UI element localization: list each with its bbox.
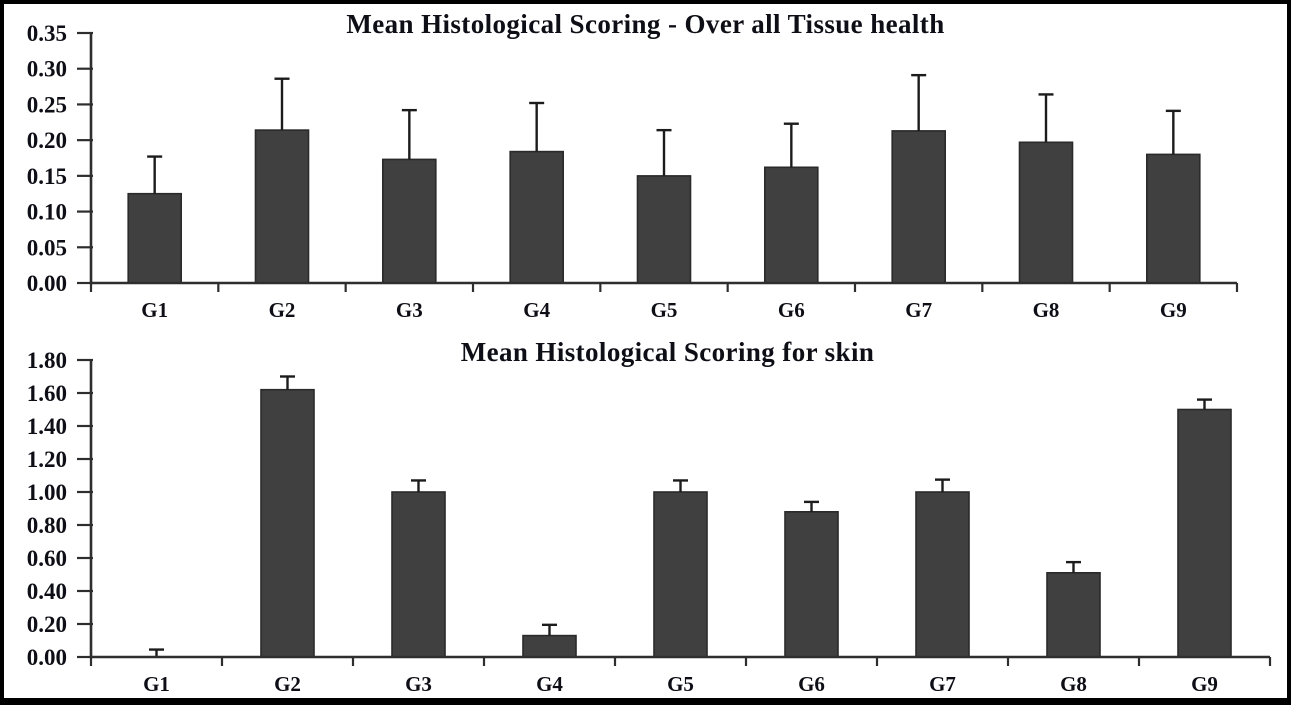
y-tick-label: 0.80	[27, 513, 67, 538]
category-label-G6: G6	[798, 672, 825, 696]
bar-G1	[127, 192, 182, 284]
category-label-G9: G9	[1191, 672, 1218, 696]
chart-title-skin: Mean Histological Scoring for skin	[460, 337, 875, 367]
category-label-G8: G8	[1033, 298, 1060, 322]
category-label-G7: G7	[929, 672, 956, 696]
y-tick-label: 1.40	[27, 414, 67, 439]
bar-G2	[260, 388, 315, 658]
category-label-G4: G4	[536, 672, 563, 696]
y-tick-label: 0.10	[27, 200, 67, 225]
y-tick-label: 0.00	[27, 645, 67, 670]
category-label-G7: G7	[905, 298, 932, 322]
bar-G9	[1177, 408, 1232, 658]
bar-G4	[509, 150, 565, 284]
y-tick-label: 0.15	[27, 164, 67, 189]
y-tick-label: 0.00	[27, 271, 67, 296]
bar-G4	[522, 634, 577, 658]
chart-title-tissue-health: Mean Histological Scoring - Over all Tis…	[346, 9, 945, 39]
y-tick-label: 0.30	[27, 57, 67, 82]
bar-G6	[784, 511, 839, 658]
category-label-G2: G2	[269, 298, 296, 322]
y-tick-label: 1.60	[27, 381, 67, 406]
category-label-G5: G5	[651, 298, 678, 322]
bar-G7	[915, 491, 970, 658]
y-tick-label: 0.40	[27, 579, 67, 604]
bar-G6	[763, 166, 819, 284]
category-label-G3: G3	[396, 298, 423, 322]
bar-G2	[254, 129, 310, 284]
y-tick-label: 0.20	[27, 612, 67, 637]
category-label-G6: G6	[778, 298, 805, 322]
bar-G5	[653, 491, 708, 658]
bar-G8	[1046, 572, 1101, 658]
category-label-G8: G8	[1060, 672, 1087, 696]
y-tick-label: 1.20	[27, 447, 67, 472]
category-label-G4: G4	[523, 298, 550, 322]
y-tick-label: 1.00	[27, 480, 67, 505]
chart-skin: 0.00 0.20 0.40 0.60 0.80 1.00 1.20 1.40 1.60 1.80…	[27, 348, 1272, 696]
category-label-G5: G5	[667, 672, 694, 696]
y-tick-label: 0.05	[27, 235, 67, 260]
y-tick-label: 0.60	[27, 546, 67, 571]
category-label-G1: G1	[143, 672, 170, 696]
category-label-G3: G3	[405, 672, 432, 696]
y-tick-label: 0.25	[27, 92, 67, 117]
bar-G5	[636, 175, 692, 284]
bar-G9	[1146, 153, 1201, 284]
chart-tissue-health: 0.00 0.05 0.10 0.15 0.20 0.25 0.30 0.35 G1 G2 G3 G4…	[27, 21, 1239, 322]
bar-G8	[1018, 141, 1074, 284]
bar-G7	[891, 130, 947, 284]
y-tick-label: 0.35	[27, 21, 67, 46]
category-label-G2: G2	[274, 672, 301, 696]
category-label-G9: G9	[1160, 298, 1187, 322]
y-tick-label: 0.20	[27, 128, 67, 153]
bar-G3	[381, 158, 437, 284]
y-tick-label: 1.80	[27, 348, 67, 373]
category-label-G1: G1	[141, 298, 168, 322]
bar-G3	[391, 491, 446, 658]
